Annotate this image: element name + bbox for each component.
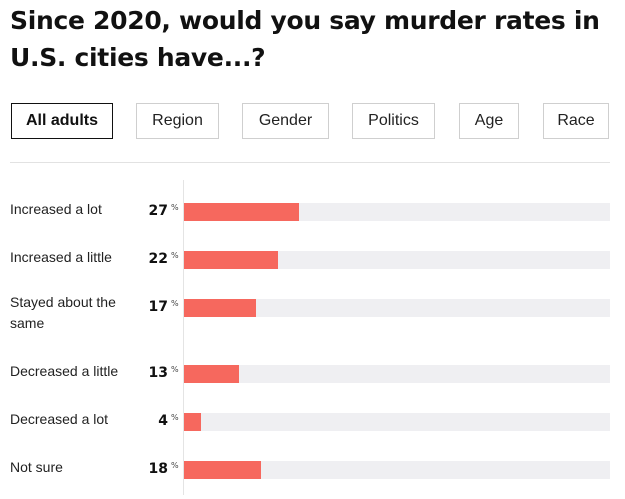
bar-track	[184, 461, 610, 479]
tab-all-adults[interactable]: All adults	[11, 103, 113, 139]
value-label: 18	[148, 461, 168, 477]
bar-track	[184, 251, 610, 269]
tab-race[interactable]: Race	[543, 103, 609, 139]
unit-label: %	[171, 251, 179, 260]
bar-track	[184, 365, 610, 383]
category-label: Decreased a lot	[10, 411, 109, 427]
bar	[184, 461, 261, 479]
bar-track	[184, 203, 610, 221]
unit-label: %	[171, 461, 179, 470]
category-label: Stayed about the same	[10, 294, 116, 331]
value-label: 22	[148, 251, 168, 267]
chart-axis-line	[183, 180, 184, 495]
category-label: Not sure	[10, 459, 63, 475]
bar	[184, 299, 257, 317]
bar	[184, 365, 240, 383]
bar	[184, 203, 300, 221]
tab-age[interactable]: Age	[459, 103, 519, 139]
unit-label: %	[171, 365, 179, 374]
chart-title: Since 2020, would you say murder rates i…	[10, 6, 600, 72]
divider	[10, 162, 610, 163]
tab-region[interactable]: Region	[136, 103, 219, 139]
bar-track	[184, 413, 610, 431]
value-label: 4	[158, 413, 168, 429]
bar	[184, 251, 278, 269]
tab-gender[interactable]: Gender	[242, 103, 329, 139]
unit-label: %	[171, 203, 179, 212]
bar	[184, 413, 202, 431]
category-label: Decreased a little	[10, 363, 119, 379]
category-label: Increased a lot	[10, 201, 102, 217]
filter-tabs: All adults Region Gender Politics Age Ra…	[0, 103, 625, 139]
value-label: 17	[148, 299, 168, 315]
value-label: 13	[148, 365, 168, 381]
tab-politics[interactable]: Politics	[352, 103, 435, 139]
value-label: 27	[148, 203, 168, 219]
bar-track	[184, 299, 610, 317]
unit-label: %	[171, 413, 179, 422]
category-label: Increased a little	[10, 249, 112, 265]
unit-label: %	[171, 299, 179, 308]
